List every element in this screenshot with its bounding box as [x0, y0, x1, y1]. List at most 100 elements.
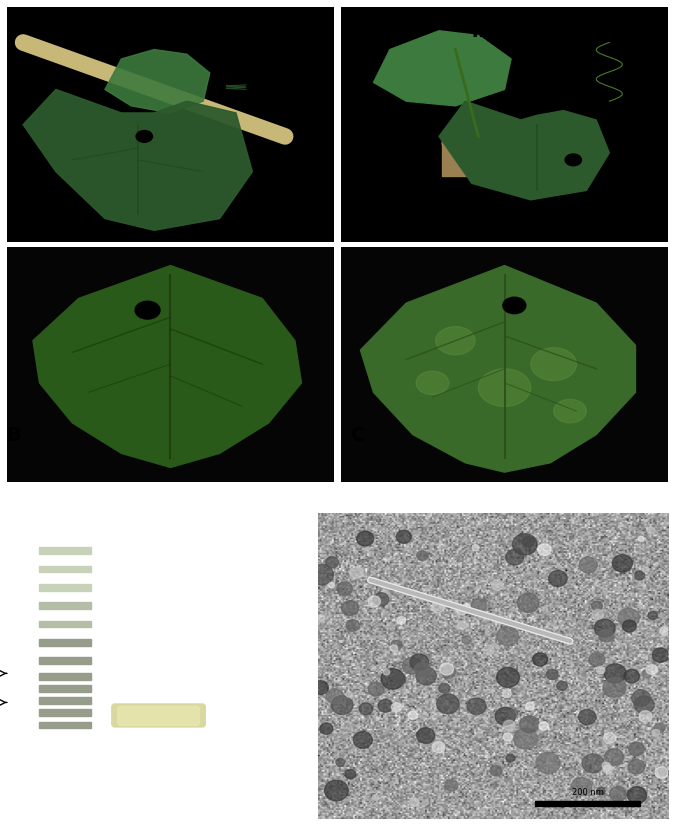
Circle shape [628, 759, 645, 774]
Bar [39, 566, 91, 573]
Circle shape [506, 550, 524, 566]
Text: A: A [7, 8, 22, 27]
Circle shape [522, 537, 535, 547]
Circle shape [597, 667, 605, 674]
Circle shape [497, 667, 520, 687]
Circle shape [628, 743, 644, 756]
Text: M: M [59, 525, 71, 539]
Circle shape [603, 765, 613, 773]
Circle shape [647, 527, 655, 534]
Bar [39, 686, 91, 692]
Circle shape [605, 748, 624, 766]
Bar [535, 801, 640, 806]
Circle shape [643, 567, 649, 573]
Circle shape [368, 596, 381, 607]
Circle shape [402, 657, 422, 674]
Circle shape [618, 609, 639, 627]
Circle shape [579, 557, 597, 573]
Circle shape [512, 534, 537, 556]
Circle shape [416, 667, 436, 685]
Circle shape [503, 733, 512, 741]
Circle shape [346, 692, 352, 697]
Bar [39, 710, 91, 716]
Circle shape [432, 742, 445, 753]
Circle shape [439, 683, 450, 693]
Polygon shape [23, 90, 252, 231]
Circle shape [624, 670, 639, 683]
Circle shape [310, 565, 333, 586]
Bar [39, 603, 91, 609]
Text: 1: 1 [154, 525, 163, 539]
Circle shape [317, 615, 325, 621]
Circle shape [378, 700, 393, 712]
Circle shape [331, 696, 353, 715]
Circle shape [536, 753, 560, 773]
Circle shape [549, 571, 567, 587]
Circle shape [602, 762, 610, 769]
Circle shape [439, 663, 454, 675]
Circle shape [326, 689, 343, 704]
Circle shape [652, 729, 659, 736]
Circle shape [503, 298, 526, 314]
Circle shape [326, 557, 339, 568]
Circle shape [462, 604, 470, 611]
Circle shape [410, 654, 429, 671]
Circle shape [491, 581, 504, 590]
Bar [39, 585, 91, 591]
Circle shape [592, 601, 603, 611]
Text: C: C [351, 426, 365, 445]
Circle shape [632, 690, 651, 706]
Circle shape [462, 636, 471, 644]
Circle shape [539, 722, 549, 730]
Polygon shape [439, 102, 610, 201]
Circle shape [503, 690, 511, 697]
Circle shape [441, 666, 456, 678]
Circle shape [391, 640, 402, 650]
Bar [39, 621, 91, 628]
Circle shape [372, 795, 379, 801]
Circle shape [396, 531, 411, 543]
Circle shape [597, 787, 605, 795]
Circle shape [603, 677, 626, 697]
Circle shape [383, 670, 389, 675]
Circle shape [643, 671, 651, 678]
Circle shape [483, 645, 494, 655]
Circle shape [571, 777, 591, 796]
Circle shape [368, 682, 383, 696]
Polygon shape [373, 31, 511, 107]
Circle shape [547, 670, 558, 680]
Circle shape [565, 155, 581, 166]
Text: 200 nm: 200 nm [572, 786, 603, 796]
Circle shape [350, 567, 363, 579]
Circle shape [652, 648, 669, 662]
Circle shape [520, 716, 539, 733]
Circle shape [457, 606, 467, 615]
Bar [442, 142, 514, 177]
Circle shape [495, 707, 516, 725]
Circle shape [490, 766, 502, 776]
Circle shape [336, 758, 345, 766]
Circle shape [397, 617, 406, 624]
Circle shape [471, 599, 486, 612]
Circle shape [634, 571, 645, 580]
Circle shape [504, 720, 515, 730]
Circle shape [408, 711, 418, 719]
Polygon shape [33, 266, 302, 468]
Circle shape [604, 664, 626, 683]
Circle shape [392, 703, 402, 712]
Circle shape [381, 669, 404, 690]
Circle shape [603, 733, 616, 743]
Bar [39, 722, 91, 729]
Circle shape [612, 555, 632, 572]
Circle shape [639, 710, 652, 722]
Circle shape [655, 767, 668, 778]
Circle shape [467, 698, 486, 715]
Circle shape [509, 710, 518, 717]
Circle shape [526, 703, 535, 710]
Circle shape [356, 532, 374, 547]
Circle shape [329, 583, 335, 588]
Circle shape [416, 552, 428, 561]
Circle shape [533, 653, 547, 667]
FancyBboxPatch shape [117, 706, 199, 725]
Bar [39, 639, 91, 646]
